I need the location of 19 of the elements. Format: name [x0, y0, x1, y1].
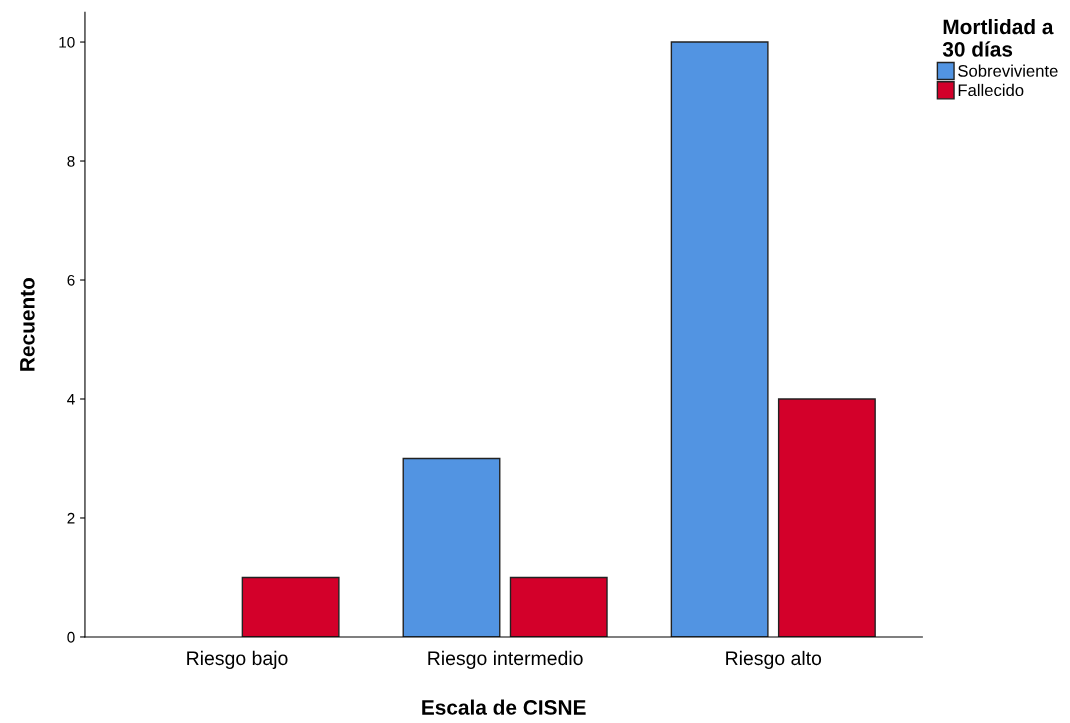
bar	[402, 457, 501, 637]
y-tick-label: 2	[67, 512, 75, 524]
legend-label: Fallecido	[958, 83, 1024, 97]
y-tick-label: 6	[67, 274, 75, 286]
y-tick-label: 4	[67, 394, 75, 405]
x-tick-label: Riesgo intermedio	[428, 650, 583, 669]
bar	[509, 576, 608, 637]
x-axis-title: Escala de CISNE	[422, 699, 586, 715]
y-tick-label: 0	[67, 631, 75, 643]
x-tick-label: Riesgo alto	[726, 650, 822, 669]
legend-label: Sobreviviente	[958, 64, 1058, 77]
bar	[670, 41, 769, 637]
legend-title: Mortlidad a 30 días	[942, 18, 1054, 57]
y-tick-label: 10	[59, 36, 75, 48]
x-tick-label: Riesgo bajo	[187, 650, 288, 669]
bar	[241, 576, 340, 637]
bar	[777, 398, 876, 637]
y-tick-label: 8	[67, 155, 75, 167]
y-axis-title: Recuento	[20, 277, 35, 371]
